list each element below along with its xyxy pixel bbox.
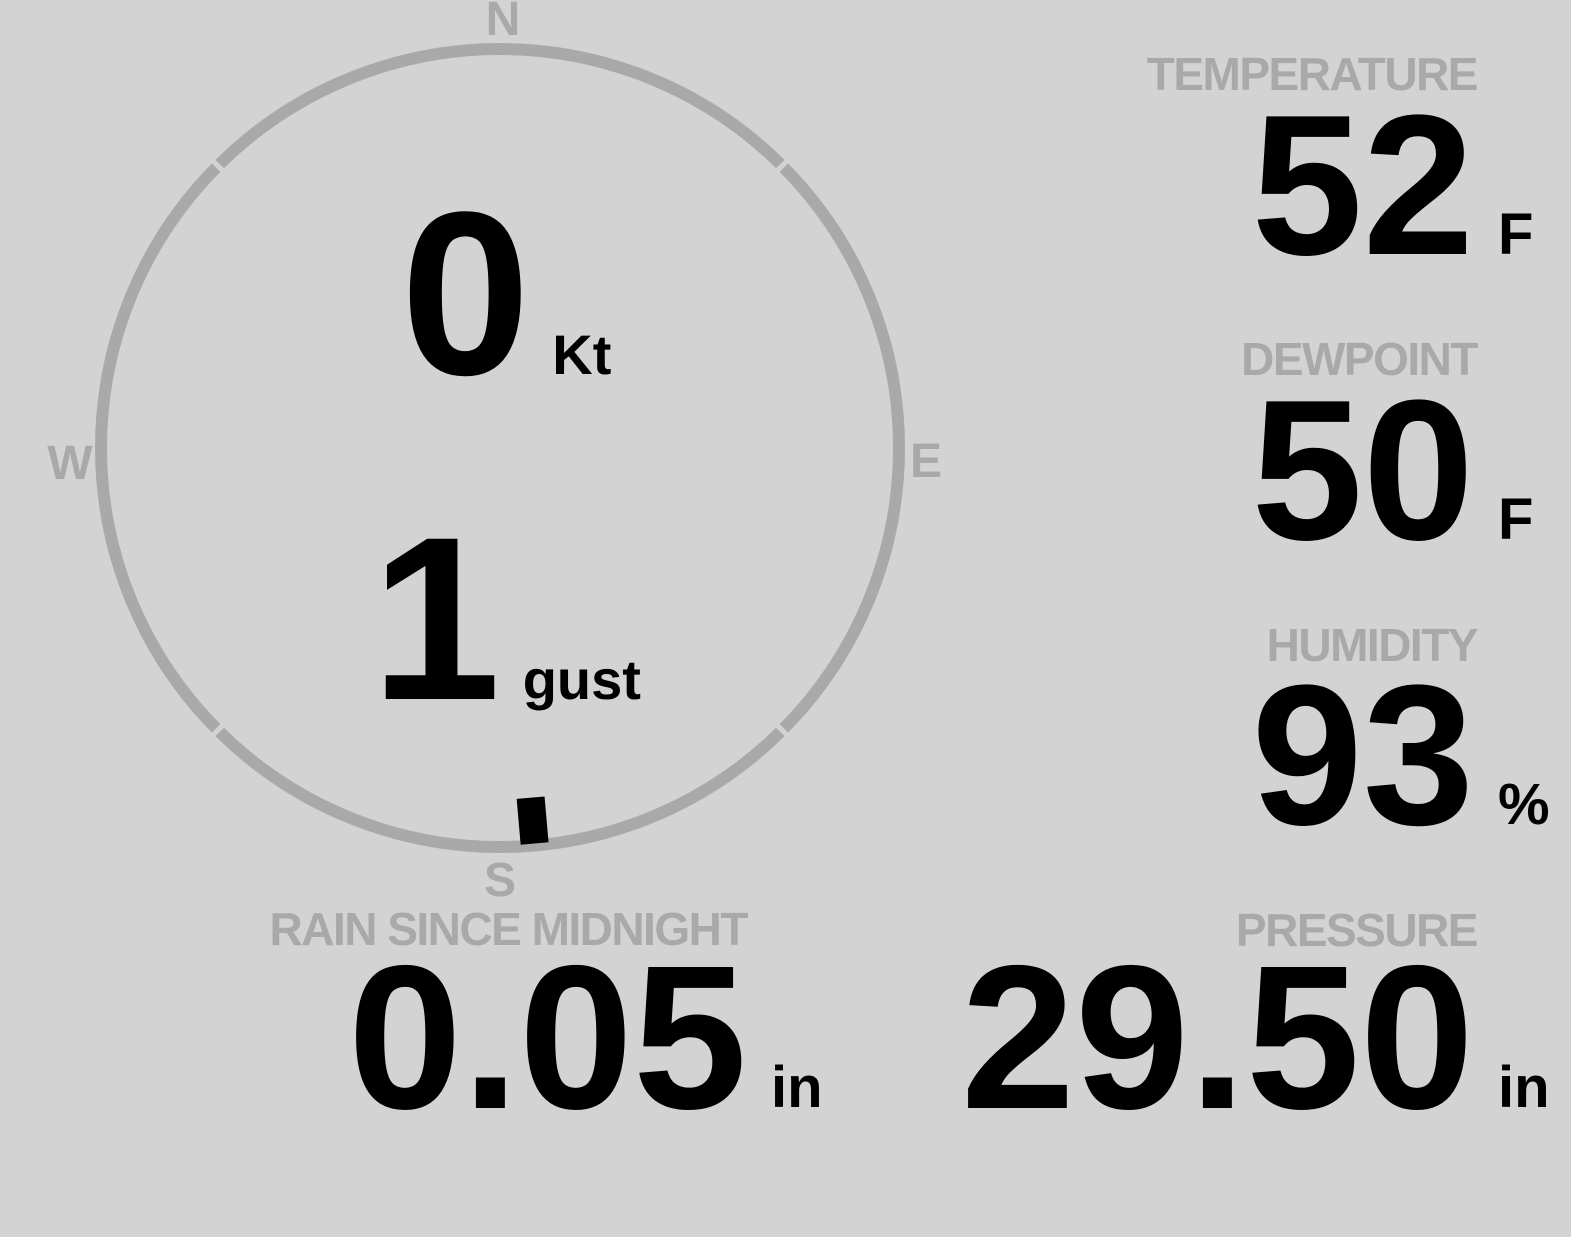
rain-value: 0.05	[348, 923, 747, 1152]
dewpoint-value: 50	[1251, 359, 1474, 582]
wind-gust-unit: gust	[522, 648, 641, 711]
compass-ring-notch-sw	[202, 714, 234, 746]
pressure-label: PRESSURE	[1235, 904, 1479, 956]
wind-gust-value: 1	[371, 489, 501, 749]
compass-label-east: E	[909, 435, 943, 488]
compass-ring-notch-ne	[766, 150, 798, 182]
temperature-value: 52	[1251, 74, 1474, 297]
compass-ring-notch-nw	[202, 150, 234, 182]
humidity-label: HUMIDITY	[1266, 619, 1479, 671]
compass-ring-svg	[95, 43, 905, 853]
dewpoint-value-group: 50 F	[1251, 359, 1534, 582]
dewpoint-label: DEWPOINT	[1241, 333, 1478, 385]
wind-speed-unit: Kt	[552, 323, 612, 386]
rain-value-group: 0.05 in	[348, 923, 823, 1152]
rain-unit: in	[771, 1055, 823, 1120]
humidity-unit: %	[1498, 772, 1550, 837]
compass-label-south: S	[483, 854, 517, 907]
wind-speed-group: 0 Kt	[401, 178, 612, 411]
compass-label-north: N	[485, 0, 521, 46]
compass-ring	[95, 43, 905, 853]
temperature-value-group: 52 F	[1251, 74, 1534, 297]
pressure-value-group: 29.50 in	[960, 923, 1550, 1152]
pressure-value: 29.50	[960, 923, 1474, 1152]
humidity-value: 93	[1251, 644, 1474, 867]
humidity-value-group: 93 %	[1251, 644, 1550, 867]
temperature-unit: F	[1498, 202, 1534, 267]
compass-label-west: W	[47, 437, 93, 490]
wind-direction-marker	[516, 796, 549, 845]
pressure-unit: in	[1498, 1055, 1550, 1120]
rain-label: RAIN SINCE MIDNIGHT	[269, 903, 749, 955]
wind-speed-value: 0	[400, 164, 531, 424]
wind-gust-group: 1 gust	[371, 503, 641, 736]
compass-ring-notch-se	[766, 714, 798, 746]
dewpoint-unit: F	[1498, 487, 1534, 552]
temperature-label: TEMPERATURE	[1146, 48, 1479, 100]
